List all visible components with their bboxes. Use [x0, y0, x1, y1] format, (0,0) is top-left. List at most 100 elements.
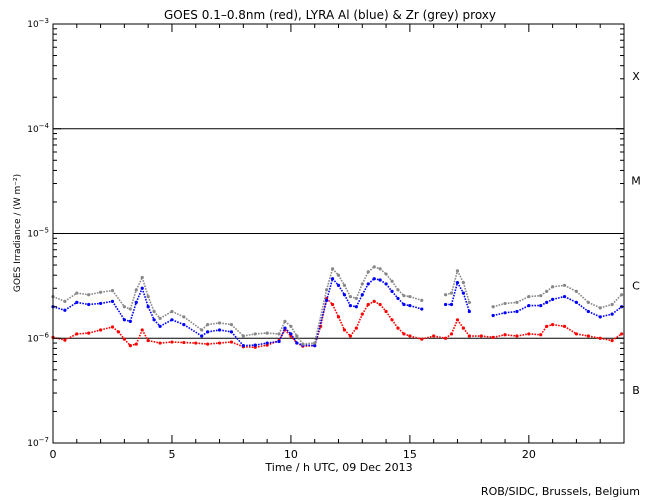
- series-trace-segment: [159, 319, 173, 328]
- series-trace-segment: [313, 289, 328, 344]
- series-trace-segment: [421, 335, 434, 340]
- series-trace-segment: [552, 295, 565, 301]
- series-trace-segment: [278, 321, 286, 335]
- series-goes-0-1-0-8nm: [51, 296, 624, 349]
- series-trace-segment: [450, 282, 459, 305]
- series-trace-segment: [385, 283, 393, 292]
- series-trace-segment: [588, 335, 601, 340]
- series-trace-segment: [546, 298, 553, 304]
- x-tick-label: 10: [284, 448, 298, 461]
- series-trace-segment: [100, 300, 113, 305]
- series-trace-segment: [117, 331, 125, 340]
- series-trace-segment: [409, 335, 422, 340]
- series-trace-segment: [462, 292, 471, 312]
- y-tick-label: 10−6: [27, 331, 49, 344]
- series-trace-segment: [504, 310, 518, 314]
- series-trace-segment: [129, 289, 138, 310]
- flare-class-labels: X M C B: [631, 70, 641, 397]
- x-tick-label: 0: [50, 448, 57, 461]
- series-trace-segment: [492, 302, 506, 308]
- series-trace-segment: [171, 319, 185, 326]
- series-trace-segment: [76, 332, 89, 335]
- series-zr: [51, 265, 624, 346]
- series-trace-segment: [361, 271, 369, 285]
- series-trace-segment: [124, 305, 131, 310]
- series-trace-segment: [243, 344, 256, 347]
- series-trace-segment: [587, 310, 601, 318]
- series-trace-segment: [391, 290, 399, 299]
- series-trace-segment: [111, 300, 126, 321]
- x-axis-label: Time / h UTC, 09 Dec 2013: [264, 461, 412, 474]
- series-trace-segment: [231, 341, 244, 348]
- series-trace-segment: [361, 283, 369, 296]
- series-trace-segment: [135, 287, 143, 303]
- series-trace-segment: [267, 340, 280, 344]
- series-trace-segment: [385, 273, 393, 282]
- series-trace-segment: [433, 335, 446, 340]
- x-tick-labels: 0 5 10 15 20: [50, 448, 536, 461]
- series-trace-segment: [355, 294, 364, 308]
- series-trace-segment: [611, 294, 623, 306]
- series-trace-segment: [337, 284, 346, 296]
- series-trace-segment: [450, 319, 459, 335]
- series-trace-segment: [516, 333, 529, 337]
- series-trace-segment: [445, 292, 452, 296]
- series-trace-segment: [385, 311, 393, 321]
- series-trace-segment: [171, 310, 185, 318]
- series-trace-segment: [52, 305, 66, 312]
- series-trace-segment: [492, 333, 506, 339]
- series-trace-segment: [373, 266, 381, 270]
- flare-class-label: X: [632, 70, 640, 83]
- data-series: [51, 265, 624, 349]
- data-point: [467, 309, 471, 314]
- series-trace-segment: [540, 325, 548, 336]
- series-trace-segment: [148, 339, 161, 344]
- series-trace-segment: [564, 284, 577, 293]
- series-trace-segment: [481, 335, 494, 339]
- series-trace-segment: [141, 329, 149, 341]
- series-trace-segment: [350, 304, 357, 308]
- axis-ticks: [52, 23, 625, 444]
- series-trace-segment: [343, 284, 352, 297]
- series-trace-segment: [76, 292, 89, 296]
- chart-title: GOES 0.1–0.8nm (red), LYRA Al (blue) & Z…: [164, 8, 496, 22]
- y-tick-label: 10−5: [27, 227, 49, 240]
- series-trace-segment: [219, 341, 232, 344]
- series-trace-segment: [267, 332, 280, 335]
- series-trace-segment: [599, 303, 613, 309]
- series-trace-segment: [130, 343, 137, 347]
- series-trace-segment: [391, 280, 399, 291]
- series-trace-segment: [564, 325, 577, 335]
- series-trace-segment: [147, 296, 155, 312]
- series-trace-segment: [337, 274, 346, 286]
- series-trace-segment: [331, 278, 340, 286]
- data-point: [420, 298, 424, 302]
- y-axis-label: GOES Irradiance / (W m⁻²): [13, 174, 23, 292]
- series-trace-segment: [219, 322, 232, 326]
- series-trace-segment: [153, 310, 161, 319]
- series-trace-segment: [123, 338, 131, 347]
- series-trace-segment: [135, 277, 143, 291]
- series-trace-segment: [243, 345, 256, 349]
- series-trace-segment: [219, 329, 232, 333]
- series-trace-segment: [504, 333, 518, 337]
- series-lyra-al: [51, 277, 624, 348]
- series-trace-segment: [552, 323, 565, 328]
- series-trace-segment: [374, 277, 381, 281]
- series-trace-segment: [403, 333, 411, 337]
- series-trace-segment: [159, 341, 173, 344]
- series-trace-segment: [456, 282, 465, 294]
- y-tick-label: 10−3: [27, 17, 49, 30]
- series-trace-segment: [528, 333, 541, 336]
- x-tick-label: 20: [522, 448, 536, 461]
- y-tick-label: 10−7: [27, 436, 49, 449]
- series-trace-segment: [100, 289, 113, 294]
- series-trace-segment: [290, 335, 298, 344]
- series-trace-segment: [290, 325, 298, 337]
- series-trace-segment: [183, 341, 196, 344]
- series-trace-segment: [111, 290, 126, 308]
- series-trace-segment: [195, 342, 208, 345]
- series-trace-segment: [391, 319, 399, 329]
- series-trace-segment: [159, 310, 173, 320]
